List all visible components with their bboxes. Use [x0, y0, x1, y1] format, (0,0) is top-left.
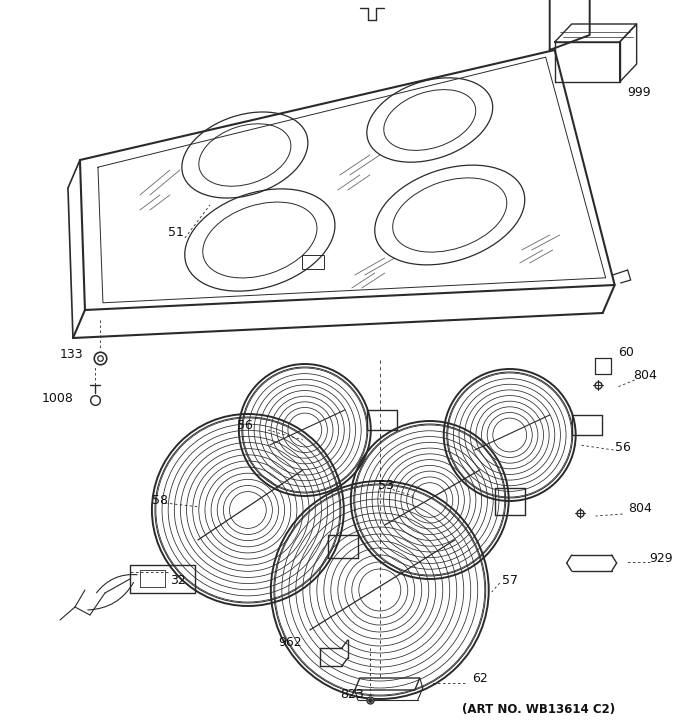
Text: 62: 62: [472, 671, 488, 684]
Text: (ART NO. WB13614 C2): (ART NO. WB13614 C2): [462, 703, 615, 716]
Text: 133: 133: [60, 347, 84, 360]
Text: 56: 56: [615, 441, 630, 454]
Text: 60: 60: [617, 346, 634, 358]
Text: 53: 53: [378, 478, 394, 492]
Text: 56: 56: [237, 418, 253, 431]
Text: 804: 804: [632, 368, 656, 381]
Text: 57: 57: [502, 573, 517, 587]
Text: 58: 58: [152, 494, 168, 507]
Text: 32: 32: [170, 573, 186, 587]
Text: 823: 823: [340, 689, 364, 702]
Bar: [302, 255, 324, 269]
Text: 51: 51: [168, 225, 184, 239]
Text: 804: 804: [628, 502, 651, 515]
Text: 962: 962: [278, 637, 301, 650]
Text: 999: 999: [628, 86, 651, 99]
Text: 1008: 1008: [42, 392, 74, 405]
Text: 929: 929: [649, 552, 673, 565]
